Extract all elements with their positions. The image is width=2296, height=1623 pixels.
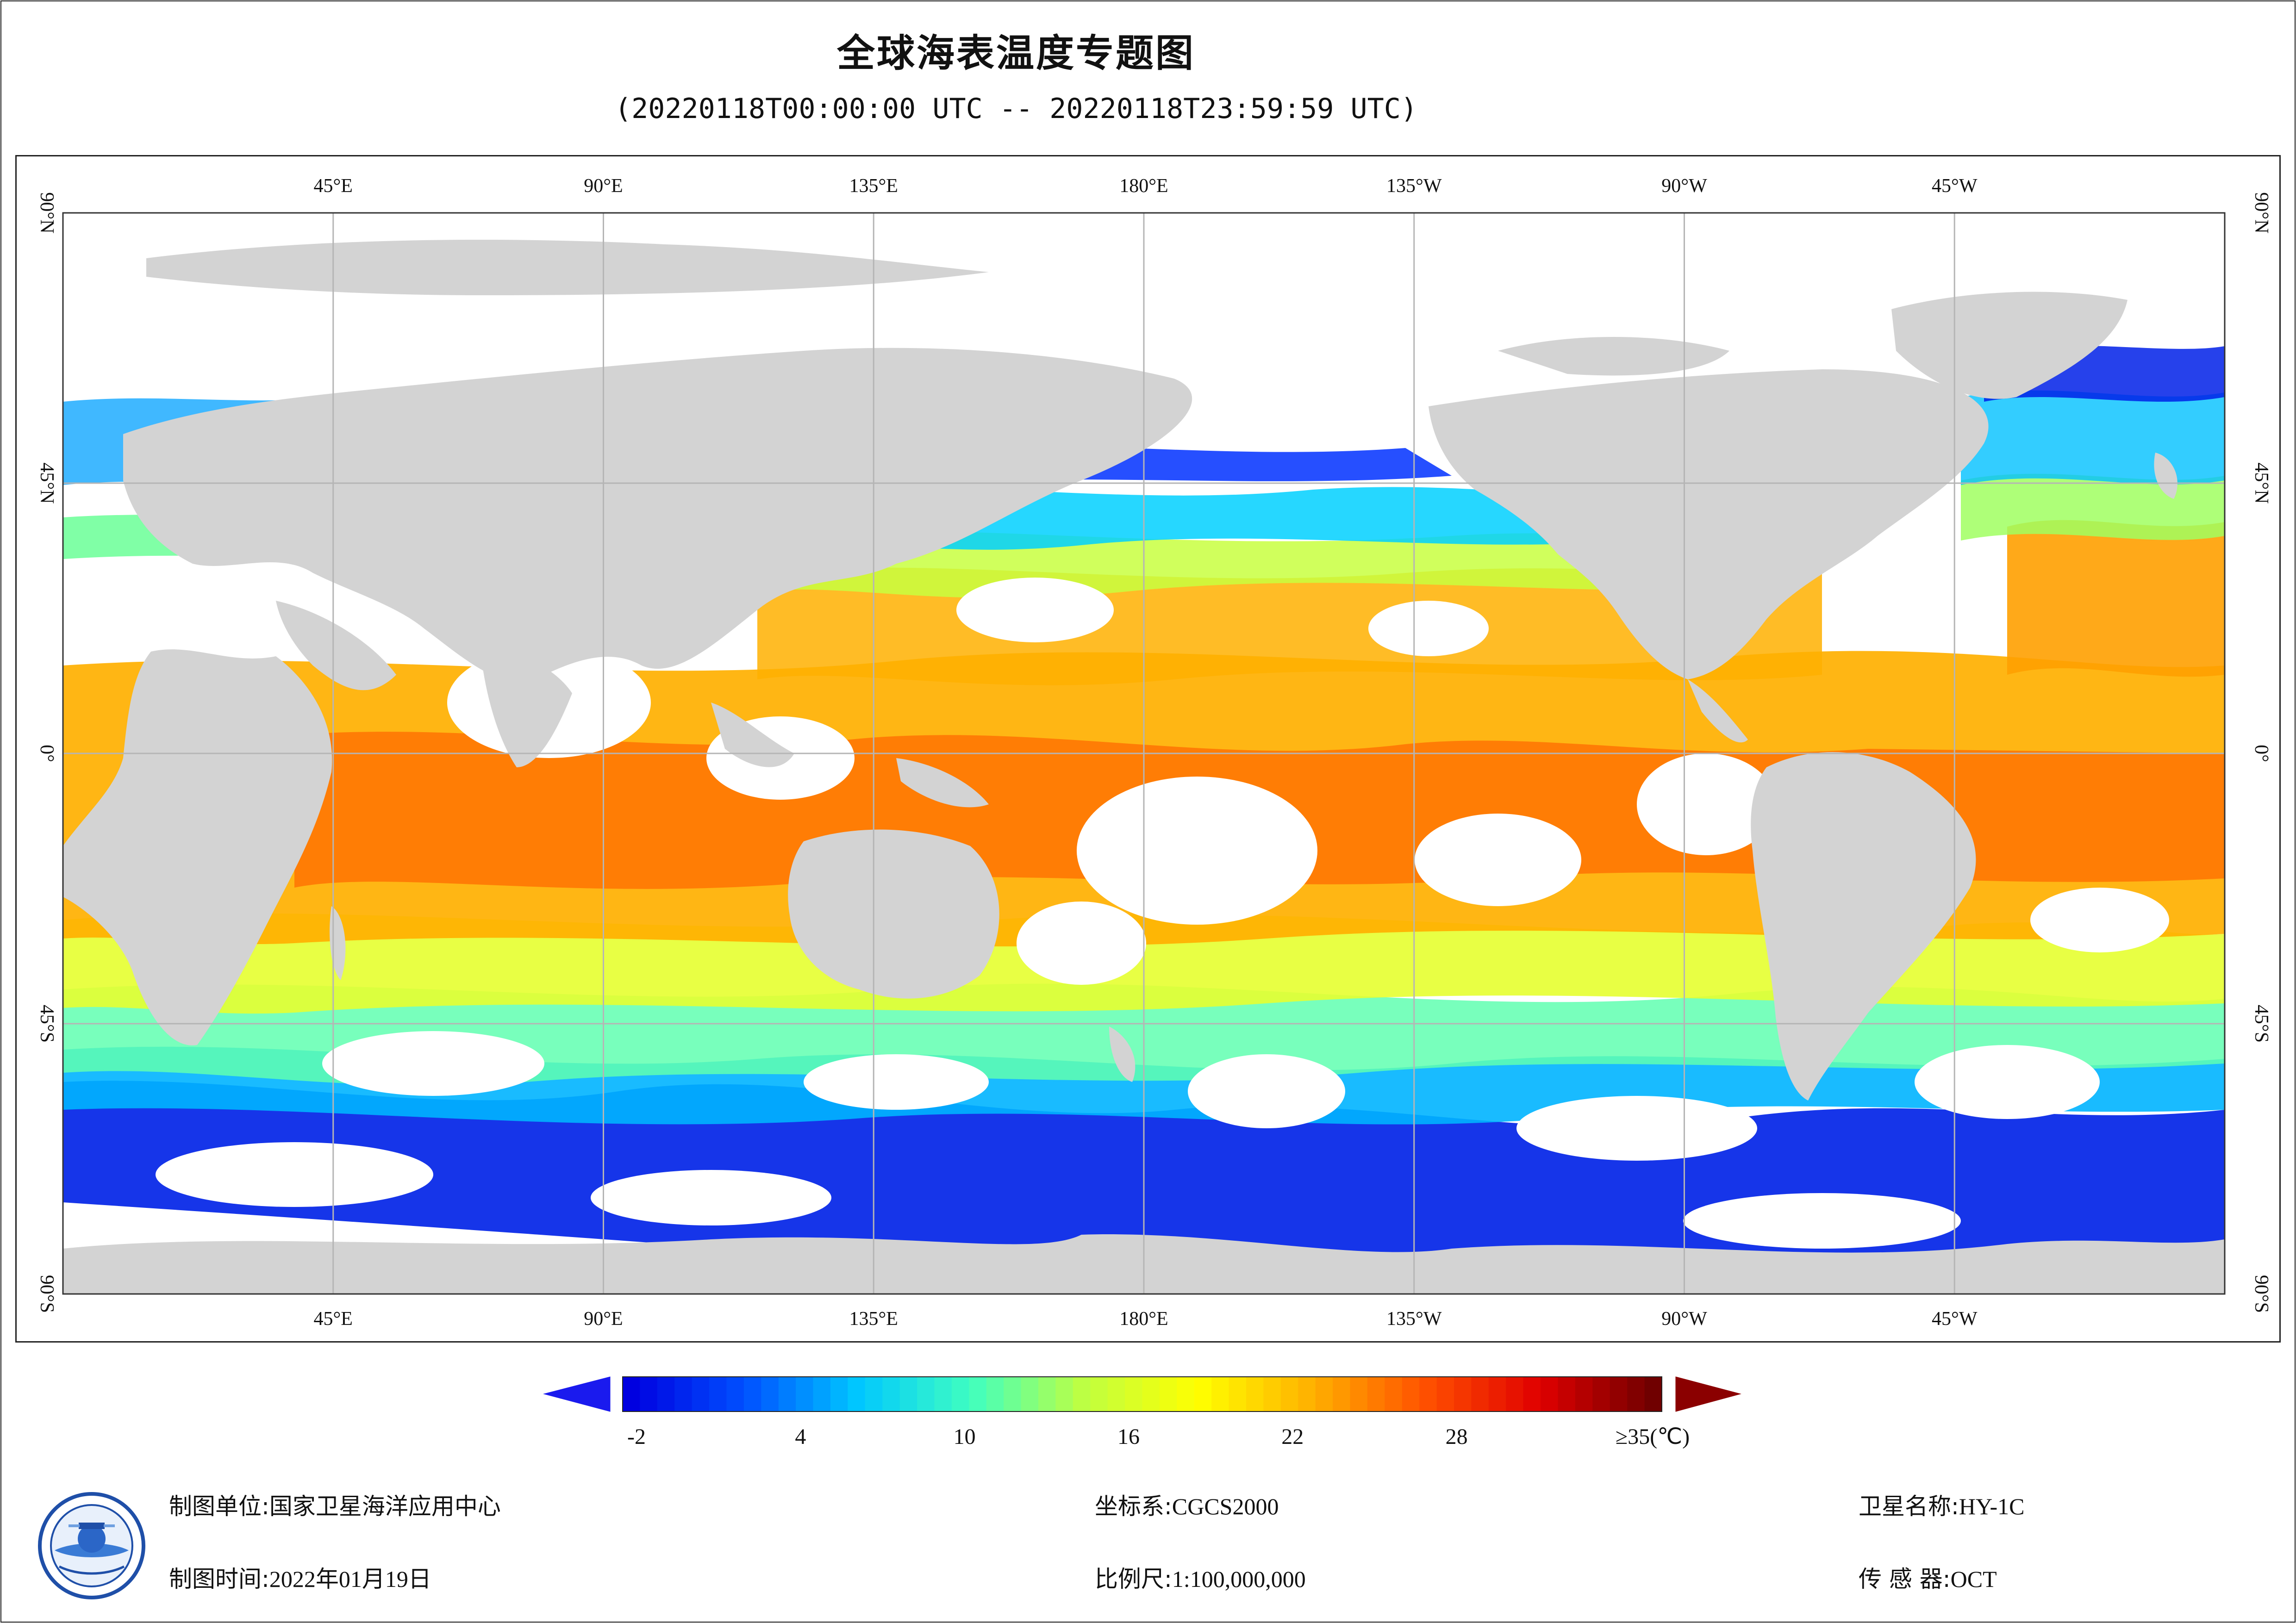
right-lat-label: 45°N (2251, 462, 2272, 504)
plot-border (62, 212, 2226, 1295)
org-label: 制图单位: (169, 1493, 269, 1520)
org-info: 制图单位:国家卫星海洋应用中心 (169, 1488, 501, 1521)
date-label: 制图时间: (169, 1566, 269, 1592)
top-lon-label: 180°E (1119, 175, 1168, 197)
left-lat-label: 90°N (36, 192, 57, 233)
satellite-label: 卫星名称: (1859, 1493, 1959, 1520)
time-range-subtitle: (20220118T00:00:00 UTC -- 20220118T23:59… (615, 93, 1417, 125)
nsoas-logo-icon (38, 1492, 145, 1599)
crs-info: 坐标系:CGCS2000 (1095, 1488, 1279, 1521)
map-frame: 45°E 90°E 135°E 180°E 135°W 90°W 45°W 45… (15, 155, 2281, 1343)
bottom-lon-label: 90°W (1661, 1308, 1707, 1330)
bottom-lon-label: 90°E (584, 1308, 623, 1330)
bottom-lon-label: 180°E (1119, 1308, 1168, 1330)
date-info: 制图时间:2022年01月19日 (169, 1561, 431, 1594)
scale-value: 1:100,000,000 (1172, 1566, 1306, 1592)
left-lat-label: 45°S (36, 1005, 57, 1043)
right-lat-label: 90°N (2251, 192, 2272, 233)
org-value: 国家卫星海洋应用中心 (269, 1493, 501, 1520)
sensor-info: 传 感 器:OCT (1859, 1561, 1997, 1594)
satellite-value: HY-1C (1959, 1493, 2025, 1519)
map-title: 全球海表温度专题图 (836, 31, 1195, 75)
scale-label: 比例尺: (1095, 1566, 1172, 1592)
top-lon-label: 45°E (314, 175, 353, 197)
right-lat-label: 0° (2251, 745, 2272, 762)
left-latitude-labels: 90°N 45°N 0° 45°S 90°S (36, 192, 57, 1313)
left-lat-label: 45°N (36, 462, 57, 504)
scale-info: 比例尺:1:100,000,000 (1095, 1561, 1306, 1594)
top-lon-label: 45°W (1932, 175, 1978, 197)
bottom-lon-label: 45°W (1932, 1308, 1978, 1330)
top-lon-label: 90°W (1661, 175, 1707, 197)
crs-value: CGCS2000 (1172, 1493, 1279, 1519)
right-lat-label: 90°S (2251, 1275, 2272, 1313)
crs-label: 坐标系: (1095, 1493, 1172, 1520)
bottom-lon-label: 135°W (1386, 1308, 1442, 1330)
cloud-gaps (156, 578, 2169, 1249)
right-lat-label: 45°S (2251, 1005, 2272, 1043)
graticule (63, 213, 2225, 1294)
left-lat-label: 90°S (36, 1275, 57, 1313)
top-longitude-labels: 45°E 90°E 135°E 180°E 135°W 90°W 45°W (314, 175, 1978, 197)
right-latitude-labels: 90°N 45°N 0° 45°S 90°S (2251, 192, 2272, 1313)
left-lat-label: 0° (36, 745, 57, 762)
bottom-lon-label: 45°E (314, 1308, 353, 1330)
sensor-value: OCT (1950, 1566, 1997, 1592)
bottom-lon-label: 135°E (849, 1308, 898, 1330)
top-lon-label: 135°W (1386, 175, 1442, 197)
top-lon-label: 90°E (584, 175, 623, 197)
sst-map: 45°E 90°E 135°E 180°E 135°W 90°W 45°W 45… (36, 175, 2272, 1330)
bottom-longitude-labels: 45°E 90°E 135°E 180°E 135°W 90°W 45°W (314, 1308, 1978, 1330)
sensor-label: 传 感 器: (1859, 1566, 1951, 1592)
satellite-info: 卫星名称:HY-1C (1859, 1488, 2025, 1521)
top-lon-label: 135°E (849, 175, 898, 197)
date-value: 2022年01月19日 (269, 1566, 431, 1592)
